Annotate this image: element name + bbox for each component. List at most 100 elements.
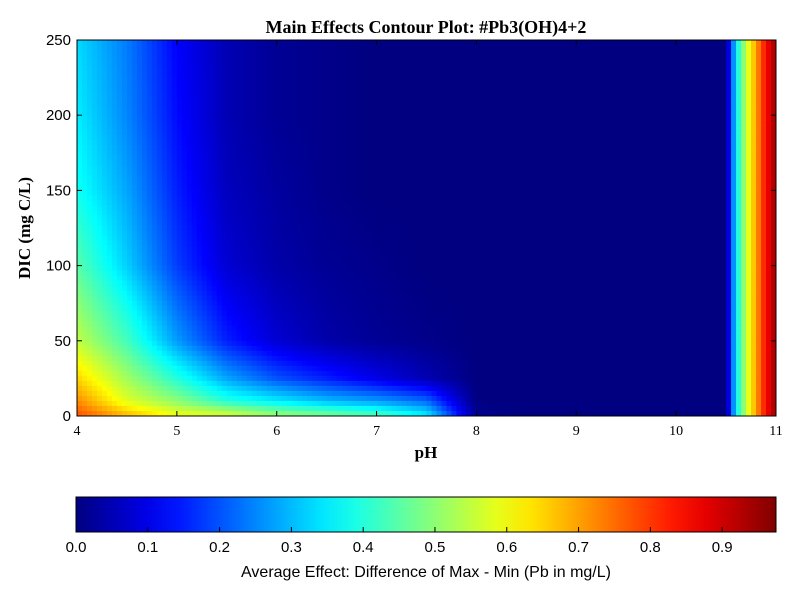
heatmap-cell (376, 105, 383, 111)
heatmap-cell (601, 90, 607, 96)
heatmap-cell (77, 115, 83, 121)
heatmap-cell (596, 50, 602, 56)
heatmap-cell (436, 205, 443, 212)
heatmap-cell (501, 140, 507, 146)
heatmap-cell (731, 90, 737, 96)
heatmap-cell (176, 60, 183, 66)
heatmap-cell (721, 45, 727, 51)
heatmap-cell (126, 110, 133, 116)
heatmap-cell (511, 160, 517, 166)
heatmap-cell (261, 135, 268, 141)
heatmap-cell (716, 110, 722, 116)
heatmap-cell (656, 195, 662, 202)
heatmap-cell (131, 90, 138, 96)
heatmap-cell (126, 175, 133, 181)
heatmap-cell (81, 185, 88, 191)
heatmap-cell (236, 65, 243, 71)
heatmap-cell (711, 180, 717, 186)
heatmap-cell (626, 110, 632, 116)
heatmap-cell (281, 130, 288, 136)
heatmap-cell (156, 150, 163, 156)
heatmap-cell (101, 110, 108, 116)
heatmap-cell (721, 105, 727, 111)
heatmap-cell (451, 215, 458, 222)
heatmap-cell (261, 210, 268, 217)
heatmap-cell (231, 95, 238, 101)
heatmap-cell (186, 135, 193, 141)
heatmap-cell (486, 140, 492, 146)
heatmap-cell (291, 100, 298, 106)
heatmap-cell (591, 45, 597, 51)
heatmap-cell (691, 55, 697, 61)
heatmap-cell (251, 80, 258, 86)
heatmap-cell (296, 210, 303, 217)
heatmap-cell (346, 200, 353, 207)
heatmap-cell (466, 185, 473, 191)
heatmap-cell (411, 105, 418, 111)
heatmap-cell (726, 80, 732, 86)
heatmap-cell (766, 140, 772, 146)
heatmap-cell (456, 100, 463, 106)
heatmap-cell (721, 210, 727, 217)
heatmap-cell (141, 60, 148, 66)
heatmap-cell (726, 65, 732, 71)
heatmap-cell (651, 85, 657, 91)
heatmap-cell (171, 145, 178, 151)
heatmap-cell (681, 165, 687, 171)
heatmap-cell (566, 60, 572, 66)
heatmap-cell (671, 200, 677, 207)
heatmap-cell (601, 205, 607, 212)
heatmap-cell (541, 115, 547, 121)
heatmap-cell (336, 145, 343, 151)
heatmap-cell (151, 200, 158, 207)
heatmap-cell (136, 50, 143, 56)
heatmap-cell (101, 160, 108, 166)
heatmap-cell (681, 135, 687, 141)
heatmap-cell (361, 90, 368, 96)
heatmap-cell (666, 45, 672, 51)
heatmap-cell (486, 45, 492, 51)
heatmap-cell (391, 180, 398, 186)
heatmap-cell (131, 85, 138, 91)
heatmap-cell (521, 200, 527, 207)
heatmap-cell (131, 45, 138, 51)
heatmap-cell (421, 125, 428, 131)
heatmap-cell (451, 170, 458, 176)
heatmap-cell (331, 195, 338, 202)
heatmap-cell (421, 175, 428, 181)
heatmap-cell (771, 210, 776, 217)
heatmap-cell (391, 40, 398, 46)
heatmap-cell (241, 105, 248, 111)
heatmap-cell (386, 130, 393, 136)
heatmap-cell (116, 60, 123, 66)
heatmap-cell (611, 180, 617, 186)
heatmap-cell (77, 50, 83, 56)
heatmap-cell (546, 160, 552, 166)
heatmap-cell (711, 45, 717, 51)
heatmap-cell (251, 185, 258, 191)
heatmap-cell (581, 140, 587, 146)
heatmap-cell (761, 195, 767, 202)
heatmap-cell (551, 210, 557, 217)
heatmap-cell (281, 90, 288, 96)
heatmap-cell (626, 55, 632, 61)
heatmap-cell (681, 105, 687, 111)
heatmap-cell (546, 200, 552, 207)
heatmap-cell (121, 45, 128, 51)
heatmap-cell (351, 125, 358, 131)
heatmap-cell (106, 110, 113, 116)
heatmap-cell (271, 140, 278, 146)
heatmap-cell (131, 75, 138, 81)
heatmap-cell (756, 210, 762, 217)
heatmap-cell (311, 80, 318, 86)
heatmap-cell (396, 70, 403, 76)
heatmap-cell (691, 100, 697, 106)
heatmap-cell (421, 200, 428, 207)
heatmap-cell (436, 130, 443, 136)
heatmap-cell (341, 150, 348, 156)
heatmap-cell (306, 120, 313, 126)
heatmap-cell (671, 105, 677, 111)
heatmap-cell (731, 205, 737, 212)
heatmap-cell (316, 70, 323, 76)
heatmap-cell (726, 105, 732, 111)
